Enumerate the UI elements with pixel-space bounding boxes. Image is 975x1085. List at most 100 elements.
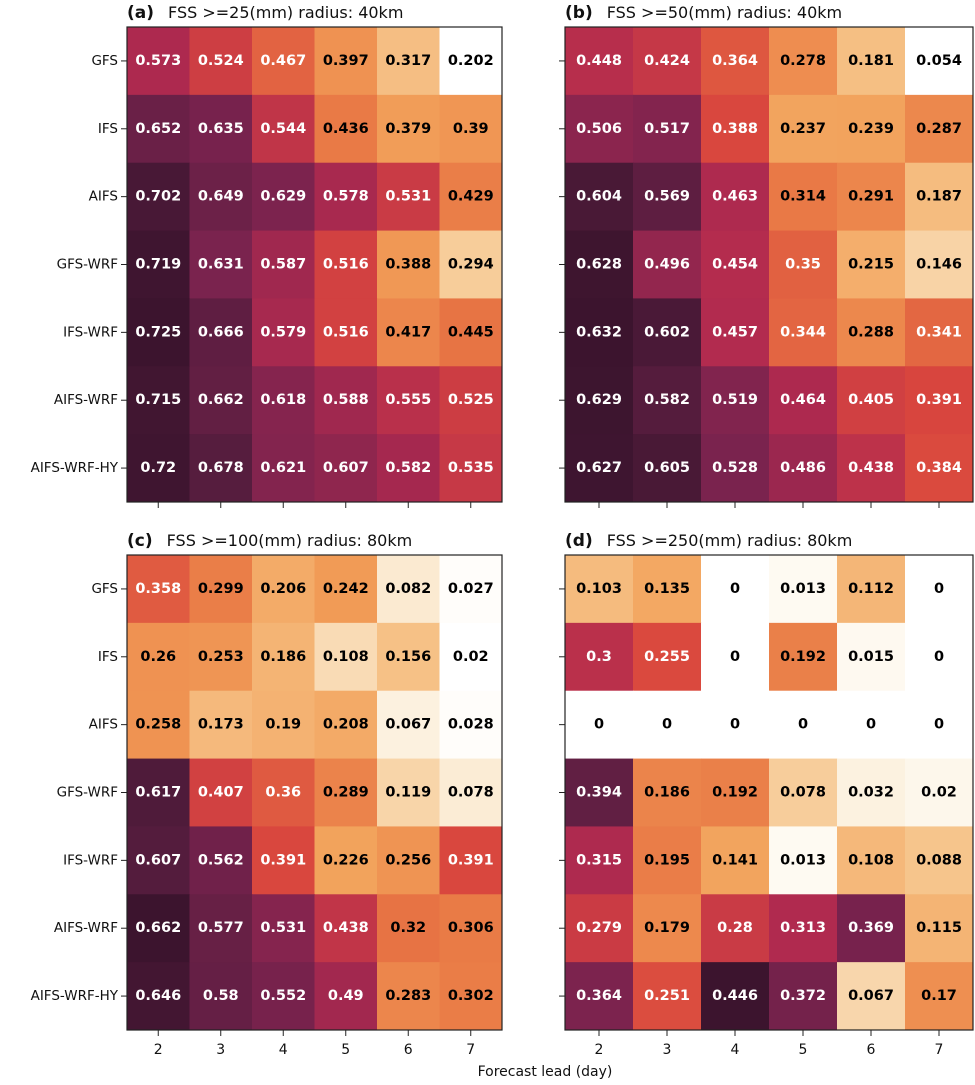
heatmap-cell	[439, 230, 503, 299]
heatmap-cell	[905, 894, 974, 963]
heatmap-cell	[127, 366, 190, 435]
cell-value-label: 0	[934, 581, 944, 597]
heatmap-cell	[701, 230, 770, 299]
cell-value-label: 0.17	[921, 988, 957, 1004]
cell-value-label: 0.067	[848, 988, 894, 1004]
heatmap-cell	[837, 162, 906, 232]
cell-value-label: 0.388	[385, 257, 431, 273]
heatmap-cell	[252, 27, 315, 96]
cell-value-label: 0.666	[198, 324, 244, 340]
heatmap-cell	[633, 894, 702, 963]
cell-value-label: 0.602	[644, 324, 690, 340]
cell-value-label: 0.186	[260, 649, 306, 665]
cell-value-label: 0.496	[644, 257, 690, 273]
heatmap-cell	[189, 434, 253, 503]
heatmap-cell	[127, 690, 190, 760]
cell-value-label: 0.463	[712, 189, 758, 205]
cell-value-label: 0.524	[198, 53, 244, 69]
heatmap-cell	[565, 555, 634, 624]
heatmap-cell	[252, 298, 315, 367]
heatmap-cell	[565, 622, 634, 692]
cell-value-label: 0.618	[260, 392, 306, 408]
x-tick-label: 3	[663, 1042, 672, 1058]
heatmap-cell	[377, 894, 440, 963]
heatmap-cell	[837, 298, 906, 367]
heatmap-cell	[314, 758, 378, 827]
heatmap-cell	[633, 690, 702, 760]
heatmap-cell	[127, 555, 190, 624]
heatmap-panel-b: (b) FSS >=50(mm) radius: 40km 0.448 0.424 0.…	[559, 3, 974, 508]
heatmap-cell	[633, 434, 702, 503]
cell-value-label: 0.391	[448, 852, 494, 868]
panel-title: (c) FSS >=100(mm) radius: 80km	[127, 531, 412, 551]
heatmap-cell	[769, 622, 838, 692]
cell-value-label: 0.289	[323, 785, 369, 801]
heatmap-cell	[127, 894, 190, 963]
heatmap-cell	[252, 758, 315, 827]
cell-value-label: 0.372	[780, 988, 826, 1004]
heatmap-cell	[701, 894, 770, 963]
heatmap-cell	[565, 894, 634, 963]
cell-value-label: 0.464	[780, 392, 826, 408]
cell-value-label: 0.078	[780, 785, 826, 801]
cell-value-label: 0.649	[198, 189, 244, 205]
cell-value-label: 0.027	[448, 581, 494, 597]
cell-value-label: 0	[934, 649, 944, 665]
heatmap-cell	[439, 758, 503, 827]
cell-value-label: 0.506	[576, 121, 622, 137]
cell-value-label: 0.208	[323, 717, 369, 733]
cell-value-label: 0.135	[644, 581, 690, 597]
heatmap-cell	[837, 366, 906, 435]
cell-value-label: 0.582	[644, 392, 690, 408]
cell-value-label: 0	[662, 717, 672, 733]
heatmap-cell	[769, 826, 838, 895]
cell-value-label: 0	[934, 717, 944, 733]
cell-value-label: 0.662	[135, 920, 181, 936]
cell-value-label: 0.288	[848, 324, 894, 340]
x-tick-label: 5	[341, 1042, 350, 1058]
heatmap-cell	[633, 758, 702, 827]
heatmap-cell	[377, 366, 440, 435]
heatmap-cell	[252, 94, 315, 164]
x-tick-label: 3	[216, 1042, 225, 1058]
heatmap-cell	[189, 555, 253, 624]
cell-value-label: 0.607	[323, 460, 369, 476]
heatmap-cell	[189, 94, 253, 164]
cell-value-label: 0.317	[385, 53, 431, 69]
cell-value-label: 0.604	[576, 189, 622, 205]
heatmap-cell	[565, 27, 634, 96]
heatmap-cell	[769, 434, 838, 503]
heatmap-cell	[905, 622, 974, 692]
heatmap-cell	[701, 298, 770, 367]
cell-value-label: 0.628	[576, 257, 622, 273]
heatmap-cell	[905, 298, 974, 367]
heatmap-cell	[314, 27, 378, 96]
heatmap-cell	[701, 434, 770, 503]
panel-letter: (c)	[127, 531, 153, 551]
heatmap-cell	[127, 962, 190, 1031]
heatmap-cell	[905, 27, 974, 96]
heatmap-cell	[252, 230, 315, 299]
heatmap-cell	[439, 366, 503, 435]
heatmap-cell	[769, 27, 838, 96]
cell-value-label: 0.278	[780, 53, 826, 69]
panel-title: (d) FSS >=250(mm) radius: 80km	[565, 531, 852, 551]
cell-value-label: 0.516	[323, 324, 369, 340]
cell-value-label: 0.517	[644, 121, 690, 137]
heatmap-cell	[633, 230, 702, 299]
cell-value-label: 0.582	[385, 460, 431, 476]
panel-title-text: FSS >=100(mm) radius: 80km	[167, 531, 413, 550]
y-tick-label: AIFS	[89, 717, 118, 733]
heatmap-cell	[127, 434, 190, 503]
heatmap-cell	[189, 690, 253, 760]
heatmap-cell	[252, 366, 315, 435]
heatmap-cell	[189, 298, 253, 367]
cell-value-label: 0	[730, 649, 740, 665]
cell-value-label: 0.58	[203, 988, 239, 1004]
cell-value-label: 0.187	[916, 189, 962, 205]
heatmap-cell	[189, 27, 253, 96]
heatmap-cell	[252, 622, 315, 692]
heatmap-cell	[314, 230, 378, 299]
cell-value-label: 0.429	[448, 189, 494, 205]
